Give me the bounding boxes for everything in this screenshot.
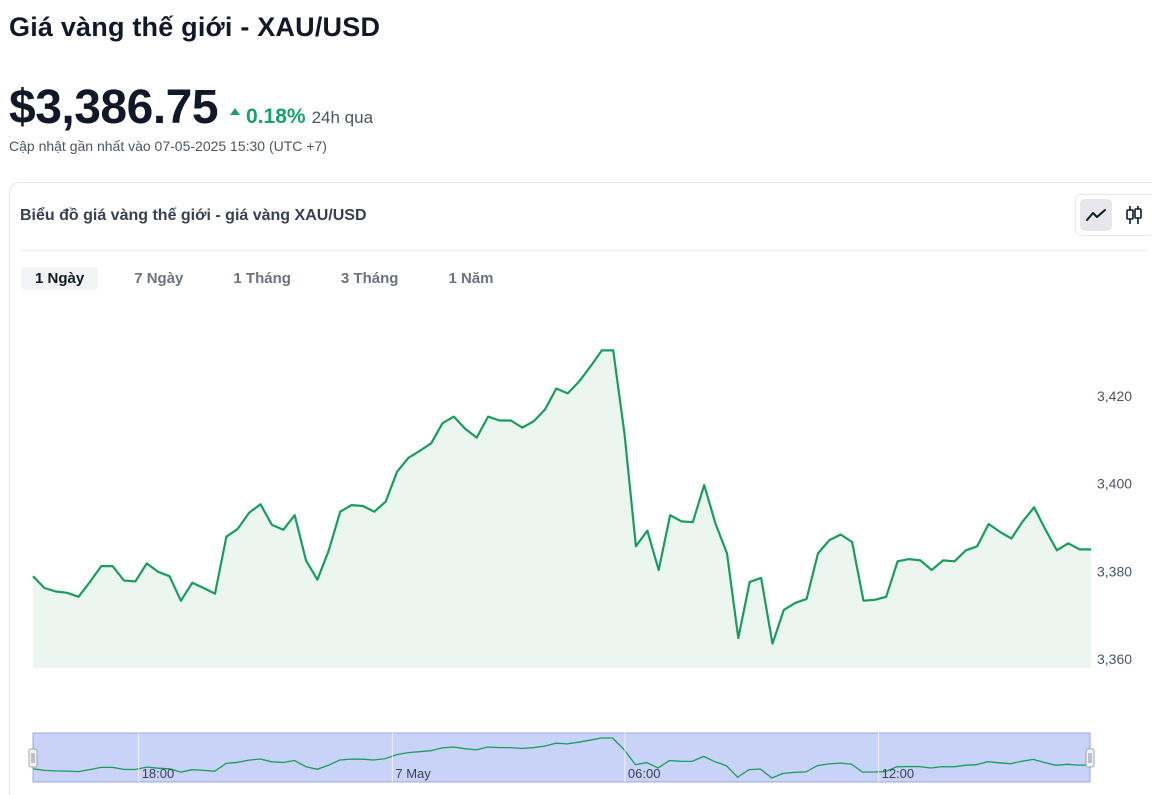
triangle-up-icon: [230, 108, 241, 115]
tab-1-year[interactable]: 1 Năm: [448, 270, 494, 287]
candlestick-chart-icon: [1126, 206, 1142, 224]
chart-card-title: Biểu đồ giá vàng thế giới - giá vàng XAU…: [20, 207, 367, 224]
current-price: $3,386.75: [9, 81, 219, 134]
price-change-period: 24h qua: [311, 108, 374, 127]
price-change-percent: 0.18%: [246, 105, 306, 128]
chart-type-toggle: [1075, 194, 1152, 236]
line-chart-button[interactable]: [1080, 199, 1112, 231]
page-title: Giá vàng thế giới - XAU/USD: [9, 12, 381, 42]
price-row: $3,386.75 0.18% 24h qua: [9, 80, 373, 135]
tab-3-months[interactable]: 3 Tháng: [340, 270, 399, 287]
tab-1-day[interactable]: 1 Ngày: [21, 267, 99, 290]
chart-card: Biểu đồ giá vàng thế giới - giá vàng XAU…: [9, 182, 1152, 795]
timeframe-tabs: 1 Ngày 7 Ngày 1 Tháng 3 Tháng 1 Năm: [21, 267, 507, 290]
candlestick-chart-button[interactable]: [1118, 199, 1150, 231]
tab-7-days[interactable]: 7 Ngày: [134, 270, 184, 287]
last-updated-text: Cập nhật gần nhất vào 07-05-2025 15:30 (…: [9, 138, 327, 154]
card-divider: [20, 250, 1148, 251]
tab-1-month[interactable]: 1 Tháng: [233, 270, 291, 287]
line-chart-icon: [1086, 209, 1106, 221]
